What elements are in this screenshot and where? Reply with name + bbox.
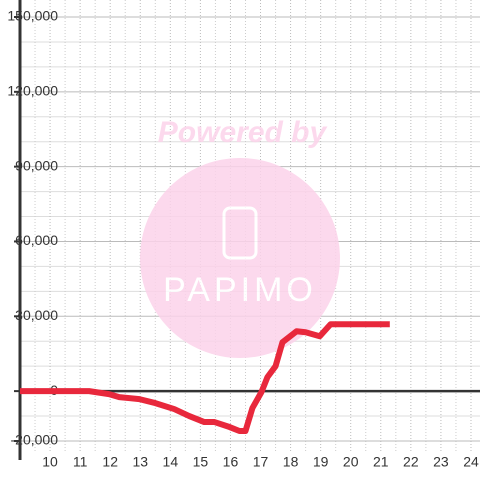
x-tick-label: 22: [403, 454, 419, 470]
x-tick-label: 20: [343, 454, 359, 470]
watermark-logo: PAPIMO: [163, 271, 317, 309]
x-tick-label: 19: [313, 454, 329, 470]
x-tick-label: 21: [373, 454, 389, 470]
x-tick-label: 15: [193, 454, 209, 470]
plot: -20,000030,00060,00090,000120,000150,000…: [7, 0, 479, 470]
x-tick-label: 10: [42, 454, 58, 470]
x-tick-label: 16: [223, 454, 239, 470]
y-tick-label: 90,000: [15, 157, 58, 173]
watermark-text: Powered by: [158, 116, 328, 149]
data-line: [20, 321, 390, 435]
watermark-icon: [222, 206, 258, 260]
x-tick-label: 17: [253, 454, 269, 470]
x-tick-label: 12: [102, 454, 118, 470]
x-tick-label: 23: [433, 454, 449, 470]
x-tick-label: 14: [163, 454, 179, 470]
x-tick-label: 24: [463, 454, 479, 470]
x-tick-label: 18: [283, 454, 299, 470]
y-tick-label: 120,000: [7, 83, 58, 99]
x-tick-label: 11: [73, 454, 88, 470]
y-tick-label: 30,000: [15, 307, 58, 323]
y-tick-label: 150,000: [7, 8, 58, 24]
y-tick-label: -20,000: [11, 432, 59, 448]
y-tick-label: 60,000: [15, 232, 58, 248]
x-tick-label: 13: [132, 454, 148, 470]
watermark: Powered by PAPIMO: [140, 116, 340, 358]
